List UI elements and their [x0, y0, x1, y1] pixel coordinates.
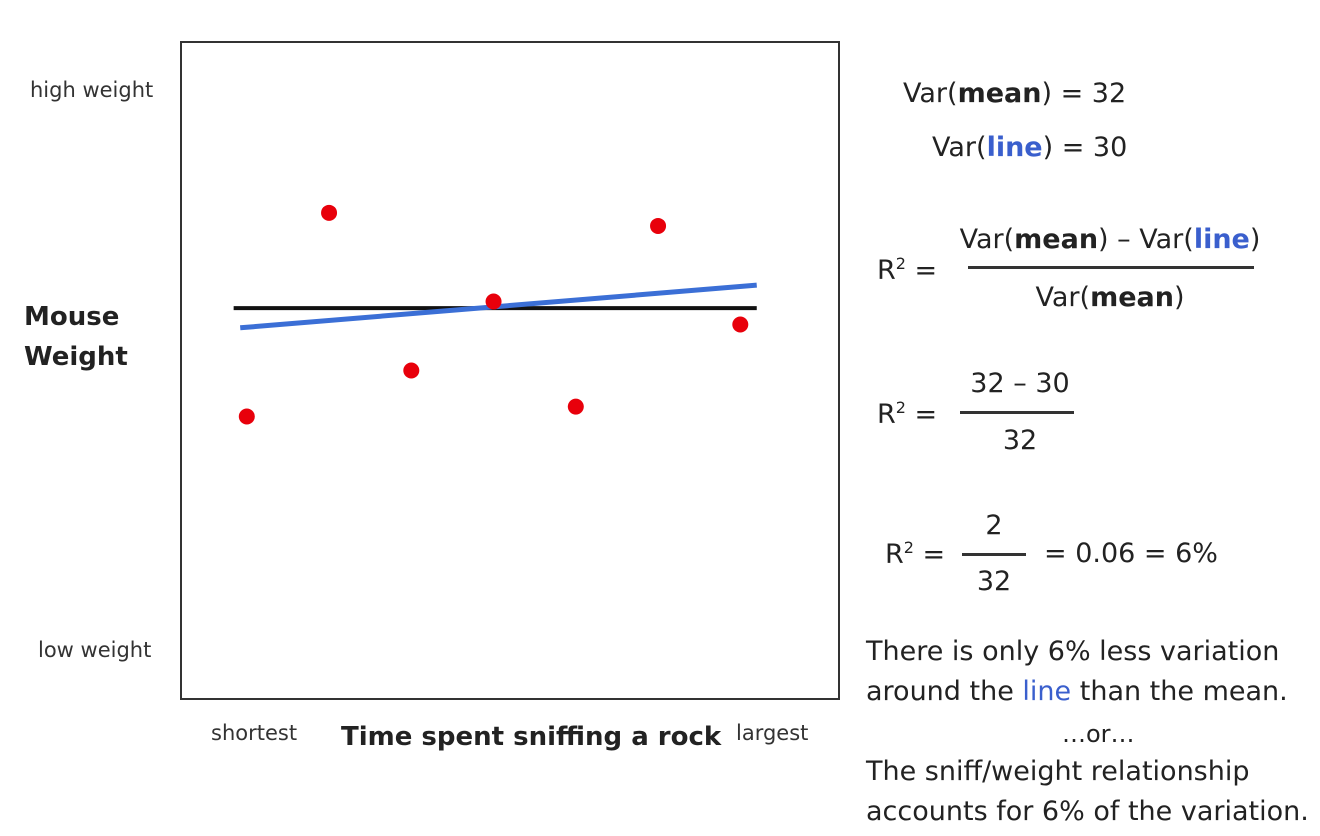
r2-label-1: R2 =	[877, 254, 937, 286]
frac3-numerator: 2	[985, 510, 1003, 541]
note-line-2: around the line than the mean.	[866, 672, 1288, 712]
frac3-bar	[962, 553, 1026, 556]
plot-frame	[180, 41, 840, 700]
frac2-bar	[960, 411, 1074, 414]
r2-sup: 2	[903, 538, 914, 557]
note-line-3: The sniff/weight relationship	[866, 756, 1250, 787]
var-line-bold: line	[986, 132, 1043, 163]
r2-label-2: R2 =	[877, 398, 937, 430]
points-layer	[238, 204, 749, 425]
frac1-num-b2: line	[1193, 224, 1250, 255]
r2-label-3: R2 =	[885, 538, 945, 570]
frac1-num-b1: mean	[1014, 224, 1099, 255]
data-point	[567, 398, 584, 415]
x-axis-label: Time spent sniffing a rock	[341, 722, 722, 752]
r2-prefix: R	[877, 399, 896, 430]
r2-sup: 2	[895, 398, 906, 417]
frac1-numerator: Var(mean) – Var(line)	[958, 224, 1262, 255]
frac2-denominator: 32	[1002, 425, 1038, 456]
var-mean-equation: Var(mean) = 32	[903, 78, 1126, 109]
frac1-num-mid: ) – Var(	[1098, 224, 1194, 255]
var-line-equation: Var(line) = 30	[932, 132, 1127, 163]
note-line-2-pre: around the	[866, 676, 1023, 707]
data-point	[485, 293, 502, 310]
data-point	[650, 217, 667, 234]
r2-prefix: R	[885, 539, 904, 570]
data-point	[321, 204, 338, 221]
var-mean-bold: mean	[957, 78, 1042, 109]
frac1-denominator: Var(mean)	[958, 282, 1262, 313]
var-mean-pre: Var(	[903, 78, 958, 109]
frac1-bar	[968, 266, 1254, 269]
x-tick-label-shortest: shortest	[211, 721, 298, 745]
y-axis-label: Mouse Weight	[24, 297, 128, 377]
note-or: …or…	[1062, 720, 1135, 748]
var-line-pre: Var(	[932, 132, 987, 163]
frac2-numerator: 32 – 30	[970, 368, 1070, 399]
r2-eq: =	[905, 255, 938, 286]
frac1-num-pre: Var(	[959, 224, 1015, 255]
r2-eq: =	[913, 539, 946, 570]
data-point	[732, 316, 749, 333]
frac3-denominator: 32	[976, 566, 1012, 597]
var-line-post: ) = 30	[1042, 132, 1128, 163]
x-tick-label-largest: largest	[736, 721, 809, 745]
frac1-den-pre: Var(	[1035, 282, 1091, 313]
r2-sup: 2	[895, 254, 906, 273]
y-axis-label-line-2: Weight	[24, 342, 128, 372]
frac1-den-post: )	[1173, 282, 1185, 313]
y-tick-label-high: high weight	[30, 78, 154, 102]
frac1-num-post: )	[1249, 224, 1261, 255]
r2-prefix: R	[877, 255, 896, 286]
var-mean-post: ) = 32	[1041, 78, 1127, 109]
note-line-2-post: than the mean.	[1071, 676, 1288, 707]
data-point	[238, 408, 255, 425]
data-point	[403, 362, 420, 379]
note-line-4: accounts for 6% of the variation.	[866, 796, 1309, 827]
r2-eq: =	[905, 399, 938, 430]
y-axis-label-line-1: Mouse	[24, 302, 120, 332]
note-line-2-blue: line	[1022, 676, 1072, 707]
frac1-den-b: mean	[1090, 282, 1174, 313]
note-line-1: There is only 6% less variation	[866, 636, 1280, 667]
frac3-result: = 0.06 = 6%	[1044, 538, 1218, 569]
y-tick-label-low: low weight	[38, 638, 152, 662]
